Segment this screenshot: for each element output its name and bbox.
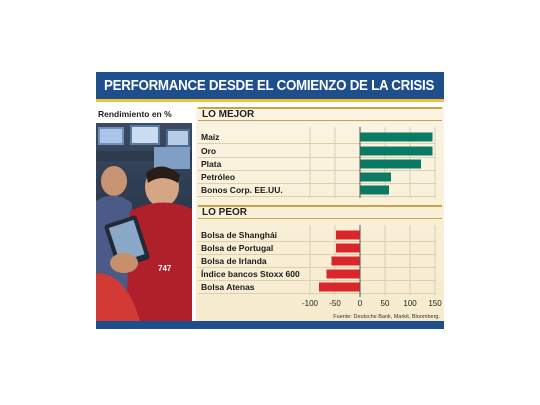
tab-lo-peor: LO PEOR bbox=[198, 205, 258, 219]
bar-0-1 bbox=[360, 146, 433, 156]
row-label-atenas: Bolsa Atenas bbox=[201, 282, 255, 292]
bar-1-4 bbox=[319, 282, 360, 292]
row-label-irlanda: Bolsa de Irlanda bbox=[201, 256, 267, 266]
bar-1-3 bbox=[326, 269, 360, 279]
chart-title: PERFORMANCE DESDE EL COMIENZO DE LA CRIS… bbox=[104, 78, 435, 94]
bar-0-3 bbox=[360, 172, 391, 182]
bar-0-2 bbox=[360, 159, 421, 169]
x-tick-label-4: 100 bbox=[403, 299, 417, 308]
tab-lo-peor-rule bbox=[258, 205, 442, 219]
trader-photo-icon: 747 bbox=[96, 123, 192, 321]
svg-text:747: 747 bbox=[158, 264, 172, 273]
chart-subtitle: Rendimiento en % bbox=[98, 109, 172, 119]
row-label-stoxx: Índice bancos Stoxx 600 bbox=[201, 269, 300, 279]
x-tick-label-3: 50 bbox=[381, 299, 390, 308]
row-label-portugal: Bolsa de Portugal bbox=[201, 243, 274, 253]
trader-photo: 747 bbox=[96, 123, 192, 321]
row-label-bonos: Bonos Corp. EE.UU. bbox=[201, 185, 283, 195]
source-note: Fuente: Deutsche Bank, Markit, Bloomberg… bbox=[333, 314, 440, 320]
bar-1-0 bbox=[336, 230, 360, 240]
tab-lo-mejor: LO MEJOR bbox=[198, 107, 258, 121]
row-label-oro: Oro bbox=[201, 146, 217, 156]
bar-0-4 bbox=[360, 185, 389, 195]
footer-bar bbox=[96, 321, 444, 329]
row-label-petroleo: Petróleo bbox=[201, 172, 236, 182]
bar-1-1 bbox=[336, 243, 360, 253]
row-label-shanghai: Bolsa de Shanghái bbox=[201, 230, 278, 240]
bar-0-0 bbox=[360, 132, 433, 142]
bar-1-2 bbox=[331, 256, 360, 266]
x-tick-label-2: 0 bbox=[358, 299, 363, 308]
row-label-plata: Plata bbox=[201, 159, 222, 169]
tab-lo-mejor-rule bbox=[258, 107, 442, 121]
x-tick-label-0: -100 bbox=[302, 299, 319, 308]
x-tick-label-5: 150 bbox=[428, 299, 442, 308]
row-label-maiz: Maíz bbox=[201, 132, 220, 142]
x-tick-label-1: -50 bbox=[329, 299, 341, 308]
chart-header: PERFORMANCE DESDE EL COMIENZO DE LA CRIS… bbox=[96, 72, 444, 102]
